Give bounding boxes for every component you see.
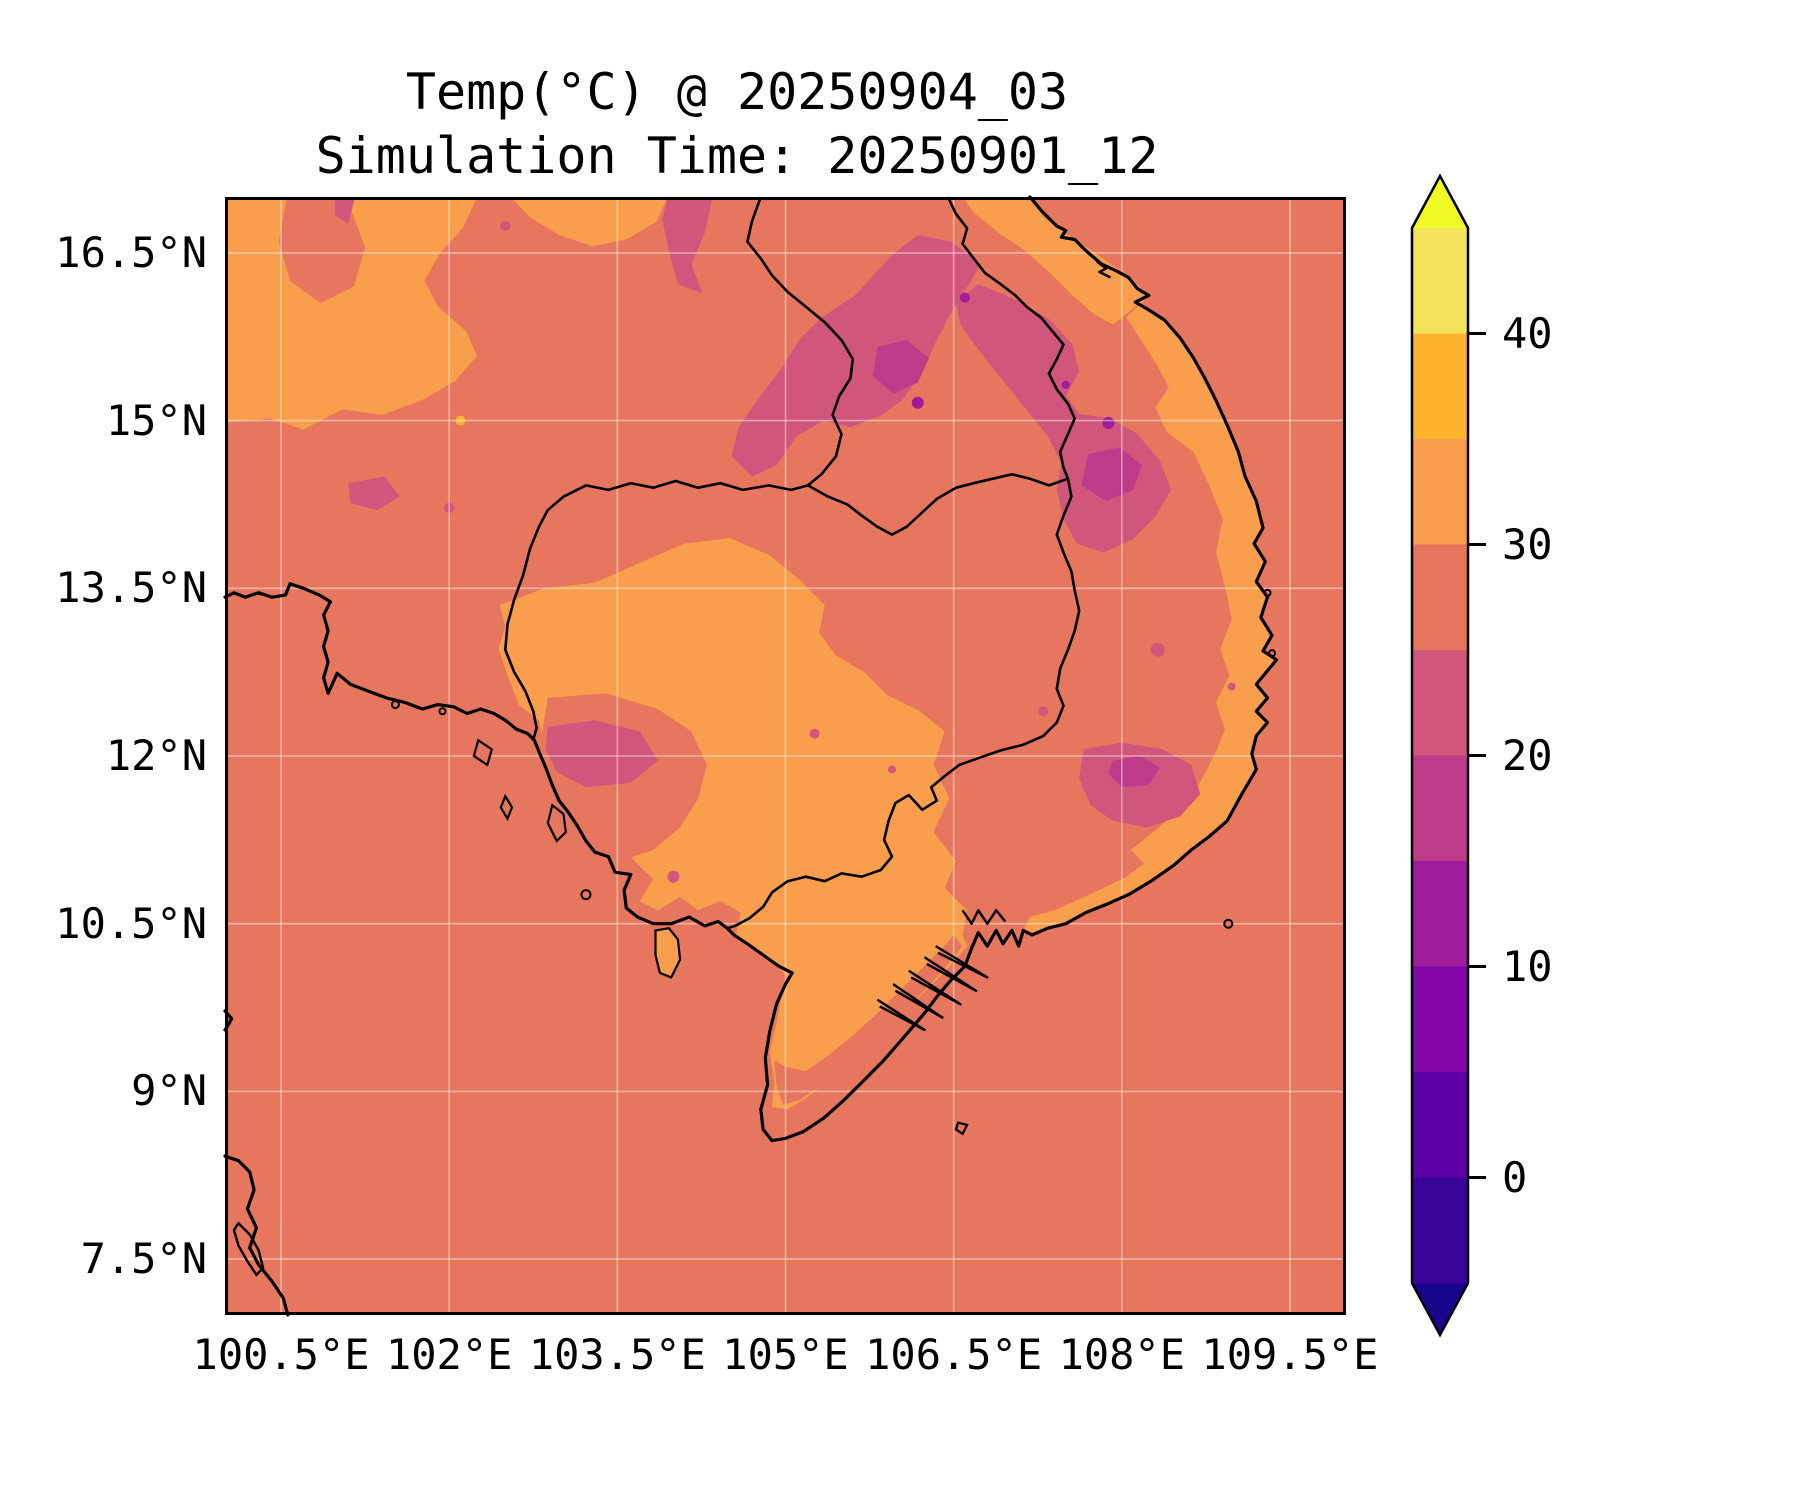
- contour-cool-spot: [1227, 682, 1236, 691]
- contour-region-isaan-top-band: [510, 197, 668, 247]
- koh-chang-island: [472, 738, 494, 767]
- contour-region-khorat-hills-patch: [348, 476, 400, 510]
- colorbar-segment-5-10: [1412, 966, 1468, 1073]
- border-thailand-cambodia: [504, 479, 809, 740]
- contour-cool-spot: [1150, 642, 1165, 657]
- contour-cool-spot: [1038, 706, 1049, 717]
- colorbar: [1410, 173, 1486, 1338]
- colorbar-segment-0-5: [1412, 1072, 1468, 1179]
- axes-spine: [225, 197, 1346, 1315]
- contour-cold-spot: [1061, 380, 1070, 389]
- contour-region-vietnam-coastal-strip: [1023, 295, 1277, 935]
- colorbar-segment-10-15: [1412, 861, 1468, 968]
- contour-region-delta-coast-fringe: [774, 934, 963, 1105]
- contour-cold-spot: [959, 292, 970, 303]
- contour-region-cardamom-mountains-patch: [545, 720, 658, 788]
- x-tick-label: 102°E: [385, 1330, 513, 1379]
- contour-region-cambodia-delta-warm-blob: [498, 538, 968, 1110]
- plot-title: Temp(°C) @ 20250904_03 Simulation Time: …: [137, 60, 1337, 188]
- colorbar-over-arrow: [1412, 176, 1468, 228]
- y-tick-label: 7.5°N: [80, 1234, 207, 1284]
- con-dao-island: [954, 1121, 969, 1136]
- phu-quoc-island: [654, 927, 682, 979]
- colorbar-segment-20-25: [1412, 650, 1468, 757]
- contour-cool-spot: [667, 870, 680, 883]
- mekong-mouth-4: [892, 983, 944, 1019]
- contour-region-dalat-core: [1108, 756, 1160, 788]
- contour-cold-spot: [911, 396, 924, 409]
- border-cambodia-vietnam: [726, 478, 1081, 930]
- colorbar-tick-label: 10: [1502, 941, 1553, 991]
- title-line-1: Temp(°C) @ 20250904_03: [405, 63, 1069, 121]
- mekong-mouth-1: [935, 945, 989, 979]
- contour-cool-spot: [887, 765, 896, 774]
- x-tick-label: 100.5°E: [192, 1330, 370, 1379]
- colorbar-segment-30-35: [1412, 439, 1468, 546]
- x-tick-label: 103.5°E: [528, 1330, 706, 1379]
- phu-quy-island: [1223, 918, 1234, 929]
- mekong-mouth-5: [876, 998, 926, 1032]
- contour-cool-spot: [809, 728, 820, 739]
- contour-region-north-coastal-plain: [962, 197, 1147, 325]
- border-laos-vietnam: [946, 196, 1076, 480]
- border-thailand-laos-mekong: [746, 196, 855, 487]
- title-line-2: Simulation Time: 20250901_12: [315, 127, 1159, 185]
- contour-cool-spot: [500, 221, 511, 232]
- coastline-thai-peninsula: [223, 1154, 290, 1317]
- colorbar-segment--5-0: [1412, 1177, 1468, 1284]
- x-tick-label: 109.5°E: [1201, 1330, 1379, 1379]
- coastline-main: [223, 195, 1279, 1143]
- mekong-mouth-2: [923, 956, 978, 992]
- y-tick-label: 16.5°N: [55, 227, 207, 277]
- coastal-islet: [438, 707, 447, 716]
- colorbar-segment-35-40: [1412, 333, 1468, 440]
- x-tick-label: 106.5°E: [865, 1330, 1043, 1379]
- colorbar-outline: [1410, 173, 1470, 1338]
- saigon-estuary: [961, 909, 1007, 925]
- contour-region-annamite-north-patch: [731, 235, 981, 477]
- x-tick-label: 108°E: [1058, 1330, 1186, 1379]
- y-tick-label: 15°N: [105, 395, 207, 445]
- colorbar-tick-label: 40: [1502, 308, 1553, 358]
- border-laos-cambodia: [807, 473, 1069, 536]
- x-tick-label: 105°E: [722, 1330, 849, 1379]
- colorbar-tick-label: 30: [1502, 519, 1553, 569]
- colorbar-tick-label: 20: [1502, 730, 1553, 780]
- colorbar-segment-25-30: [1412, 544, 1468, 651]
- map-plot: [223, 195, 1346, 1317]
- colorbar-tick-label: 0: [1502, 1152, 1528, 1202]
- mekong-mouth-3: [908, 969, 962, 1006]
- y-tick-label: 12°N: [105, 731, 207, 780]
- contour-warm-spot: [455, 415, 466, 426]
- contour-region-central-highlands-core: [1081, 447, 1142, 502]
- colorbar-segment-15-20: [1412, 755, 1468, 862]
- y-tick-label: 13.5°N: [55, 563, 207, 613]
- koh-kut-island: [499, 793, 514, 822]
- contour-region-nw-thailand-cool-inset: [278, 197, 366, 304]
- colorbar-under-arrow: [1412, 1283, 1468, 1335]
- koh-kong-island: [546, 803, 567, 843]
- contour-cool-spot: [444, 502, 455, 513]
- contour-cold-spot: [1102, 416, 1115, 429]
- colorbar-segment-40-45: [1412, 228, 1468, 335]
- y-tick-label: 10.5°N: [55, 898, 207, 948]
- koh-rong-island: [580, 889, 592, 901]
- contour-region-annamite-north-core: [872, 340, 929, 394]
- y-tick-label: 9°N: [131, 1066, 207, 1116]
- contour-region-mekong-ridge-streak: [662, 197, 713, 294]
